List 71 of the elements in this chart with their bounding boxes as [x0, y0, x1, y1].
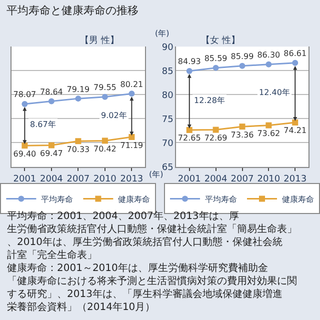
point	[292, 60, 298, 66]
point	[128, 134, 135, 140]
point	[48, 98, 54, 104]
data-label: 73.36	[230, 130, 254, 140]
data-label: 79.55	[93, 83, 116, 92]
point	[22, 142, 28, 149]
point	[212, 126, 219, 133]
annotation: 9.02年	[101, 111, 127, 120]
data-label: 70.33	[66, 144, 90, 154]
point	[266, 61, 272, 68]
data-label: 78.64	[40, 87, 63, 96]
point	[292, 119, 298, 126]
x-tick-label: 2013	[284, 174, 307, 185]
x-tick-label: 2004	[40, 174, 64, 185]
chart-title: 平均寿命と健康寿命の推移	[6, 4, 138, 17]
point	[212, 64, 219, 71]
text: 健康寿命：2001～2010年は、厚生労働科学研究費補助金「健康寿命における将来予測と生活習慣病対策の費用対効果に関する研究」、2013年は、「厚生科学審議会地域保健健康増進栄養部会資料」（2014年10月）	[7, 262, 297, 313]
data-label: 72.69	[204, 134, 228, 143]
y-tick-label: 90	[162, 42, 174, 53]
point	[75, 138, 82, 144]
annotation: 12.40年	[259, 88, 290, 97]
x-tick-label: 2004	[204, 174, 228, 185]
x-tick-label: 2007	[230, 174, 254, 185]
data-label: 70.42	[93, 144, 116, 154]
chart-title: 【女 性】	[201, 35, 240, 46]
point	[186, 126, 192, 133]
data-label: 85.99	[230, 52, 254, 62]
point	[266, 122, 272, 128]
data-label: 69.47	[40, 149, 63, 158]
data-label: 74.21	[284, 126, 307, 136]
point	[22, 100, 28, 107]
y-tick-label: 85	[162, 66, 174, 77]
y-tick-label: 80	[162, 90, 174, 101]
point	[48, 142, 54, 148]
annotation: 8.67年	[30, 120, 56, 129]
x-tick-label: 2001	[178, 174, 201, 185]
legend-label: 平均寿命	[41, 194, 74, 204]
point	[239, 62, 246, 69]
legend-label: 平均寿命	[205, 194, 237, 204]
data-label: 79.19	[66, 84, 90, 94]
data-label: 80.21	[120, 80, 144, 89]
data-label: 71.19	[120, 140, 144, 150]
data-label: 85.59	[204, 54, 228, 64]
legend-label: 健康寿命	[118, 194, 150, 204]
y-tick-label: 75	[162, 114, 174, 125]
data-label: 69.40	[13, 149, 36, 158]
text: 平均寿命：2001、2004、2007年、2013年は、厚生労働省政策統括官付人口動態・保健社会統計室「簡易生命表」、2010年は、厚生労働省政策統括官付人口動態・保健社会統計室「完全生命表」	[7, 210, 297, 261]
point	[102, 94, 108, 100]
x-tick-label: 2010	[93, 174, 117, 185]
data-label: 86.61	[284, 49, 307, 58]
point	[239, 124, 246, 130]
point	[102, 138, 108, 144]
data-label: 78.07	[13, 90, 36, 100]
annotation: 12.28年	[194, 96, 225, 105]
legend-label: 健康寿命	[282, 194, 314, 204]
x-tick-label: 2001	[13, 174, 36, 185]
data-label: 86.30	[257, 50, 280, 60]
y-tick-label: 70	[162, 138, 174, 149]
data-label: 84.93	[178, 57, 201, 66]
x-axis-title: (年)	[149, 170, 164, 179]
data-label: 72.65	[178, 134, 201, 143]
x-tick-label: 2010	[257, 174, 280, 185]
x-tick-label: 2007	[66, 174, 90, 185]
point	[75, 96, 82, 102]
point	[186, 68, 192, 74]
y-tick-label: 65	[162, 162, 174, 173]
chart-subtitle: 【男 性】	[80, 35, 119, 46]
y-axis-title: (年)	[155, 29, 170, 38]
x-tick-label: 2013	[120, 174, 144, 185]
point	[128, 90, 135, 97]
data-label: 73.62	[257, 129, 280, 138]
